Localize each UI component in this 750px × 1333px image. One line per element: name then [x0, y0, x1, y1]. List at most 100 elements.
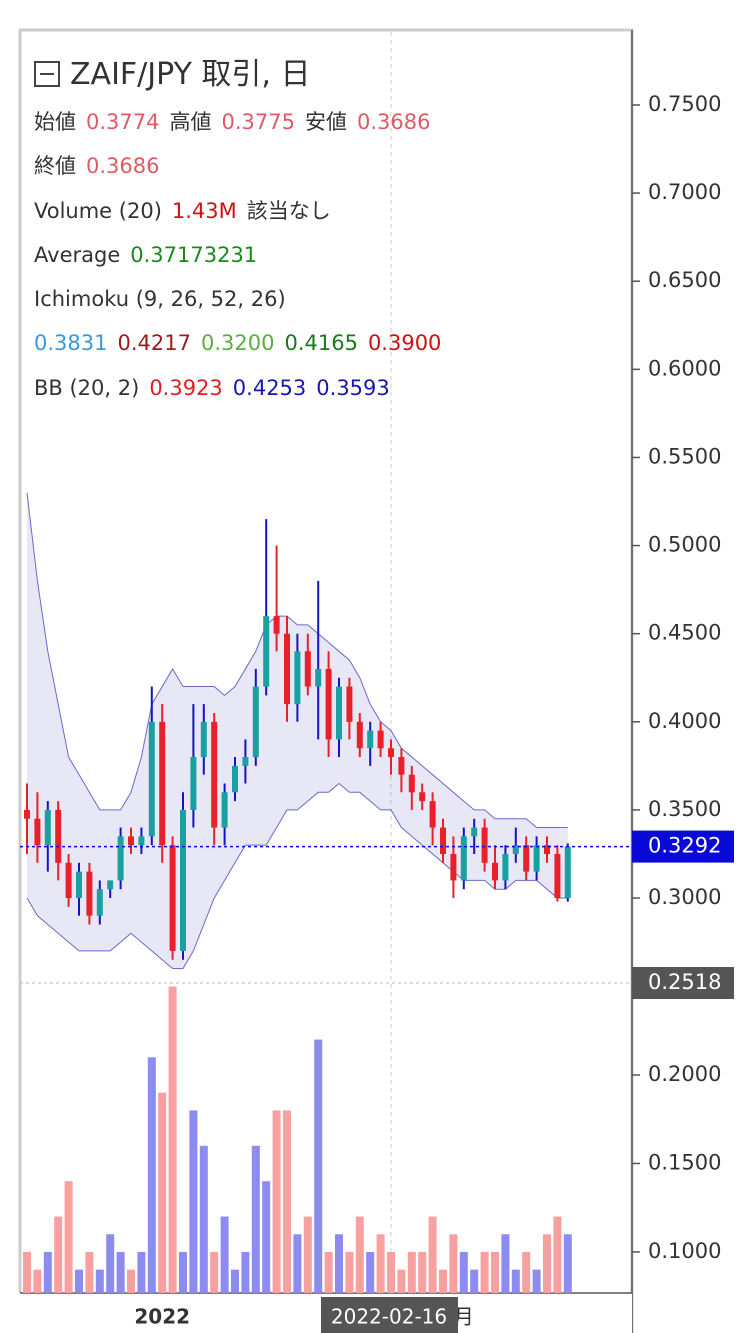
candle-body: [325, 668, 332, 740]
volume-bar: [553, 1216, 562, 1293]
volume-bar: [439, 1269, 447, 1293]
volume-bar: [179, 1251, 187, 1293]
candle-body: [492, 862, 498, 881]
legend-item: 0.3686: [356, 110, 431, 134]
candle-body: [55, 809, 62, 863]
volume-bar: [303, 1216, 312, 1293]
candle-body: [44, 809, 51, 846]
volume-bar: [147, 1057, 156, 1293]
legend-row: 0.3831 0.4217 0.3200 0.4165 0.3900: [34, 321, 451, 365]
candle-body: [96, 889, 103, 916]
legend-item: 0.37173231: [130, 242, 258, 267]
last-price-label: 0.3292: [648, 834, 721, 858]
volume-tick-label: 0.1500: [648, 1150, 721, 1174]
volume-bar: [397, 1269, 406, 1293]
candle-body: [200, 721, 207, 758]
time-axis-bg: [0, 1293, 632, 1333]
volume-bar: [231, 1269, 239, 1293]
legend-item: 0.3831: [34, 331, 108, 356]
y-tick-label: 0.7000: [648, 180, 721, 204]
volume-bar: [116, 1251, 125, 1293]
candle-body: [221, 792, 228, 828]
chart-title: ZAIF/JPY 取引, 日: [70, 57, 311, 92]
legend-item: Average: [34, 242, 121, 267]
volume-bar: [54, 1216, 63, 1293]
legend-item: 0.3774: [86, 110, 160, 134]
volume-bar: [43, 1251, 52, 1293]
candle-body: [252, 686, 259, 758]
volume-bar: [563, 1234, 572, 1293]
candle-body: [180, 809, 186, 951]
y-tick-label: 0.4500: [648, 621, 721, 645]
y-tick-label: 0.4000: [648, 709, 721, 733]
candle-body: [440, 827, 446, 854]
volume-bar: [33, 1269, 42, 1293]
y-tick-label: 0.6000: [648, 356, 721, 380]
volume-bar: [345, 1251, 354, 1293]
volume-bar: [75, 1269, 83, 1293]
volume-bar: [387, 1251, 395, 1293]
legend-item: 0.3200: [200, 331, 275, 356]
legend: ZAIF/JPY 取引, 日 始値 0.3774 高値 0.3775 安値 0.3686 終…: [34, 50, 451, 410]
volume-bar: [168, 986, 177, 1293]
x-tick-label: 月: [454, 1305, 474, 1329]
volume-bar: [428, 1216, 437, 1293]
candle-body: [429, 801, 436, 828]
candle-body: [294, 651, 301, 705]
legend-row: Volume (20) 1.43M 該当なし: [34, 189, 451, 233]
legend-item: 0.4165: [284, 331, 358, 356]
candle-body: [367, 730, 374, 749]
y-tick-label: 0.3500: [648, 797, 721, 821]
volume-bar: [241, 1251, 250, 1293]
candle-body: [169, 845, 176, 951]
y-tick-label: 0.5000: [648, 533, 721, 557]
volume-bar: [314, 1039, 323, 1293]
collapse-icon[interactable]: [32, 56, 72, 96]
volume-bar: [335, 1234, 343, 1293]
volume-bar: [470, 1269, 479, 1293]
volume-tick-label: 0.2000: [648, 1062, 721, 1086]
icon-box: [34, 61, 60, 87]
volume-bar: [64, 1181, 73, 1293]
candle-body: [346, 686, 353, 722]
candle-body: [544, 845, 550, 854]
volume-bar: [23, 1251, 31, 1293]
candle-body: [117, 836, 124, 881]
legend-item: 0.3686: [86, 154, 160, 179]
candle-body: [398, 757, 405, 775]
legend-item: 0.3923: [149, 375, 223, 400]
candle-body: [523, 845, 530, 872]
candle-body: [356, 721, 363, 749]
candle-body: [211, 721, 218, 828]
volume-bar: [522, 1251, 531, 1293]
legend-item: 0.3775: [221, 110, 295, 134]
candle-body: [128, 836, 134, 846]
volume-bar: [366, 1251, 375, 1293]
candle-body: [138, 836, 145, 846]
volume-bar: [480, 1251, 489, 1293]
y-tick-label: 0.7500: [648, 92, 721, 116]
candle-body: [336, 686, 342, 740]
candle-body: [190, 757, 197, 810]
volume-bar: [449, 1234, 458, 1293]
candle-body: [232, 765, 238, 793]
volume-bar: [355, 1216, 364, 1293]
pane-floor-box: [632, 967, 734, 999]
candle-body: [502, 853, 509, 881]
y-tick-label: 0.6500: [648, 268, 721, 292]
legend-row: BB (20, 2) 0.3923 0.4253 0.3593: [34, 366, 451, 410]
candle-body: [460, 836, 467, 881]
candle-body: [481, 827, 488, 863]
candle-body: [65, 862, 72, 899]
legend-item: 0.3593: [316, 375, 390, 400]
y-tick-label: 0.3000: [648, 885, 721, 909]
volume-bar: [376, 1234, 385, 1293]
legend-item: 0.4253: [232, 375, 307, 400]
legend-item: 終値: [34, 154, 76, 179]
x-tick-label: 2022: [134, 1305, 190, 1329]
x-tick-label: 2022-02-16: [331, 1305, 447, 1329]
candle-body: [377, 730, 384, 749]
volume-bar: [418, 1251, 427, 1293]
volume-bar: [251, 1145, 260, 1293]
candle-body: [273, 616, 280, 634]
